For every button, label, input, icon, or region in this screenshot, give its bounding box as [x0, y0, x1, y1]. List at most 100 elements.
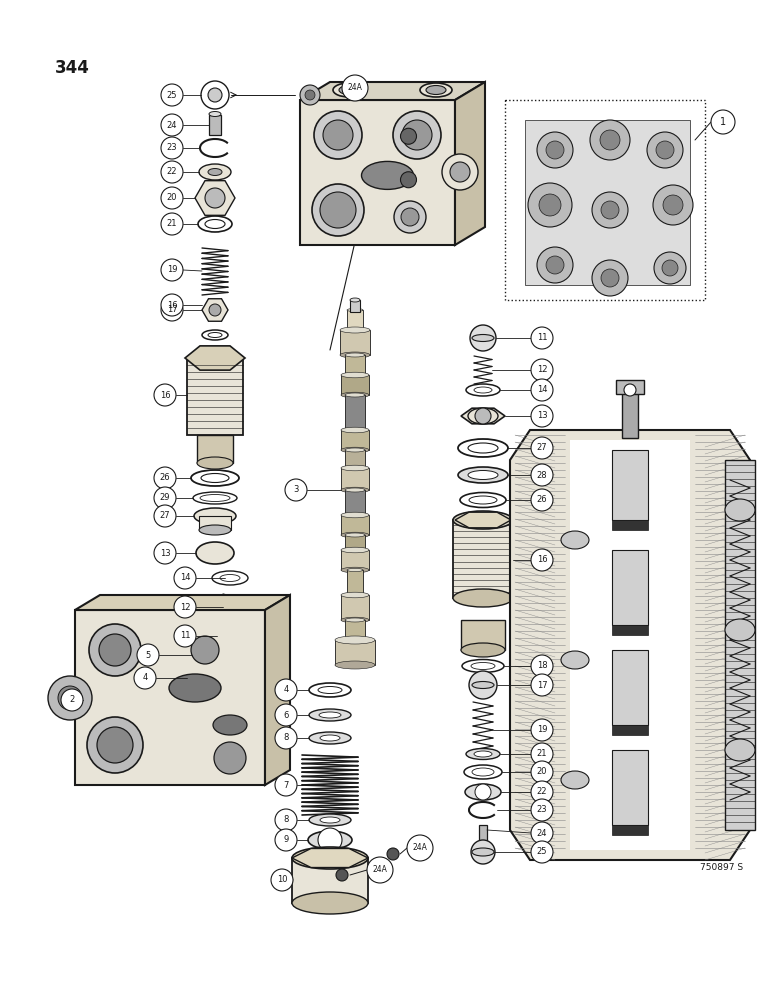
Bar [612, 625, 648, 635]
Circle shape [393, 111, 441, 159]
Text: 18: 18 [537, 662, 547, 670]
Bar [612, 650, 648, 725]
Circle shape [161, 294, 183, 316]
Ellipse shape [205, 220, 225, 229]
Ellipse shape [345, 448, 365, 452]
Ellipse shape [309, 683, 351, 697]
Circle shape [654, 252, 686, 284]
Ellipse shape [561, 531, 589, 549]
Circle shape [208, 88, 222, 102]
Ellipse shape [341, 372, 369, 378]
Circle shape [154, 467, 176, 489]
Ellipse shape [198, 216, 232, 232]
Text: 20: 20 [167, 194, 178, 202]
Circle shape [531, 549, 553, 571]
Circle shape [320, 192, 356, 228]
Circle shape [87, 717, 143, 773]
Bar [345, 355, 365, 375]
Ellipse shape [474, 751, 492, 757]
Ellipse shape [191, 470, 239, 486]
Circle shape [592, 260, 628, 296]
Text: 23: 23 [537, 806, 547, 814]
Circle shape [546, 141, 564, 159]
Circle shape [275, 727, 297, 749]
Text: 22: 22 [167, 167, 178, 176]
Ellipse shape [345, 488, 365, 492]
Circle shape [209, 304, 221, 316]
Polygon shape [461, 408, 505, 424]
Text: 14: 14 [180, 574, 190, 582]
Circle shape [161, 299, 183, 321]
Circle shape [300, 85, 320, 105]
Bar [187, 360, 243, 435]
Bar [340, 330, 370, 355]
Circle shape [174, 625, 196, 647]
Circle shape [401, 172, 417, 188]
Circle shape [161, 114, 183, 136]
Circle shape [154, 505, 176, 527]
Circle shape [275, 829, 297, 851]
Polygon shape [202, 299, 228, 321]
Ellipse shape [194, 508, 236, 524]
Circle shape [531, 464, 553, 486]
Ellipse shape [318, 686, 342, 694]
Text: 26: 26 [160, 474, 171, 483]
Bar [335, 640, 375, 665]
Polygon shape [75, 610, 265, 785]
Ellipse shape [341, 487, 369, 493]
Ellipse shape [182, 669, 238, 687]
Ellipse shape [333, 83, 365, 97]
Circle shape [531, 327, 553, 349]
Polygon shape [185, 346, 245, 370]
Ellipse shape [453, 589, 513, 607]
Ellipse shape [199, 164, 231, 180]
Bar [620, 440, 640, 850]
Ellipse shape [341, 512, 369, 518]
Circle shape [590, 120, 630, 160]
Text: 17: 17 [167, 306, 178, 314]
Text: 20: 20 [537, 768, 547, 776]
Circle shape [407, 835, 433, 861]
Text: 344: 344 [55, 59, 90, 77]
Ellipse shape [561, 651, 589, 669]
Ellipse shape [340, 352, 370, 358]
Circle shape [205, 188, 225, 208]
Ellipse shape [341, 427, 369, 433]
Ellipse shape [466, 384, 500, 396]
Ellipse shape [220, 574, 240, 582]
Ellipse shape [335, 661, 375, 669]
Bar [612, 750, 648, 825]
Ellipse shape [200, 494, 230, 502]
Text: 750897 S: 750897 S [700, 863, 743, 872]
Text: 17: 17 [537, 680, 547, 690]
Circle shape [531, 781, 553, 803]
Text: 12: 12 [180, 602, 190, 611]
Circle shape [342, 75, 368, 101]
Circle shape [601, 201, 619, 219]
Bar [570, 440, 690, 850]
Circle shape [531, 799, 553, 821]
Bar [292, 858, 368, 903]
Bar [347, 310, 363, 330]
Bar [341, 595, 369, 620]
Ellipse shape [187, 647, 233, 663]
Circle shape [174, 596, 196, 618]
Polygon shape [525, 120, 690, 285]
Circle shape [528, 183, 572, 227]
Circle shape [624, 384, 636, 396]
Circle shape [99, 634, 131, 666]
Ellipse shape [347, 308, 363, 312]
Circle shape [600, 130, 620, 150]
Text: 24A: 24A [373, 865, 388, 874]
Bar [505, 100, 705, 300]
Ellipse shape [193, 492, 237, 504]
Text: 11: 11 [180, 632, 190, 641]
Ellipse shape [725, 499, 755, 521]
Text: 5: 5 [145, 650, 151, 660]
Text: 9: 9 [283, 836, 289, 844]
Circle shape [531, 719, 553, 741]
Circle shape [531, 489, 553, 511]
Ellipse shape [201, 474, 229, 483]
Circle shape [401, 128, 417, 144]
Circle shape [402, 120, 432, 150]
